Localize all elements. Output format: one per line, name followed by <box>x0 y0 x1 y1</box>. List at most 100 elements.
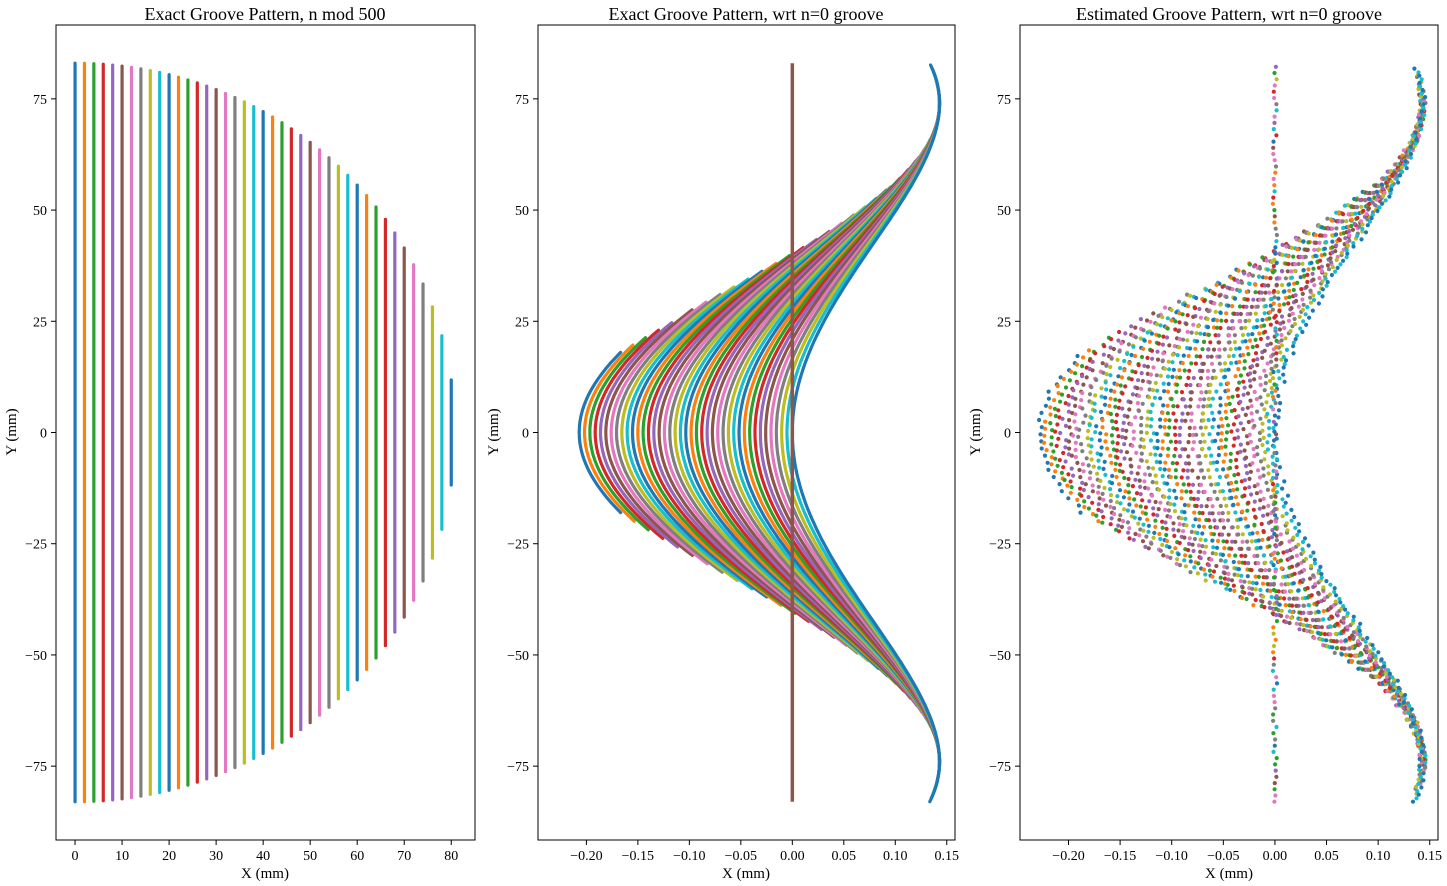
groove-point <box>1287 288 1292 293</box>
groove-point <box>1239 573 1244 578</box>
groove-point <box>1266 503 1271 508</box>
groove-point <box>1073 440 1078 445</box>
groove-point <box>1224 402 1229 407</box>
groove-point <box>1290 603 1295 608</box>
groove-point <box>1221 459 1226 464</box>
groove-point <box>1163 507 1168 512</box>
groove-point <box>1143 544 1148 550</box>
groove-point <box>1182 535 1187 540</box>
groove-point <box>1080 406 1085 411</box>
groove-point <box>1198 425 1203 430</box>
groove-point <box>1268 276 1273 281</box>
groove-point <box>1409 707 1414 712</box>
groove-point <box>1212 301 1217 306</box>
groove-point <box>1227 401 1232 406</box>
reference-groove-point <box>1274 338 1279 343</box>
groove-point <box>1333 593 1339 598</box>
groove-point <box>1166 359 1171 364</box>
groove-point <box>1229 578 1235 583</box>
groove-point <box>1218 325 1223 331</box>
groove-point <box>1177 432 1182 438</box>
reference-groove-point <box>1272 413 1277 418</box>
groove-point <box>1211 569 1217 574</box>
groove-point <box>1240 585 1245 590</box>
y-tick-label: −25 <box>507 538 529 553</box>
groove-point <box>1162 494 1167 499</box>
groove-point <box>1165 481 1170 486</box>
chart-title: Estimated Groove Pattern, wrt n=0 groove <box>1076 4 1382 24</box>
groove-point <box>1263 450 1268 455</box>
groove-point <box>1334 226 1339 231</box>
x-tick-label: 10 <box>115 849 129 864</box>
groove-point <box>1122 358 1127 364</box>
groove-point <box>1144 534 1149 539</box>
groove-point <box>1141 528 1146 533</box>
groove-point <box>1144 423 1149 428</box>
reference-groove-point <box>1274 351 1279 356</box>
groove-point <box>1157 333 1162 338</box>
groove-point <box>1103 380 1108 385</box>
groove-point <box>1335 265 1340 270</box>
groove-point <box>1113 397 1118 402</box>
groove-point <box>1246 332 1251 337</box>
groove-point <box>1265 411 1270 416</box>
groove-point <box>1233 553 1238 558</box>
groove-point <box>1311 266 1316 271</box>
groove-point <box>1248 469 1253 474</box>
groove-point <box>1167 418 1172 423</box>
groove-point <box>1080 390 1085 396</box>
groove-point <box>1205 325 1211 330</box>
reference-groove-point <box>1271 749 1276 755</box>
reference-groove-point <box>1273 637 1278 642</box>
groove-point <box>1202 489 1207 494</box>
groove-point <box>1188 559 1193 564</box>
groove-point <box>1155 388 1160 393</box>
groove-point <box>1289 269 1294 274</box>
reference-groove-point <box>1274 619 1280 624</box>
groove-point <box>1188 293 1193 298</box>
groove-point <box>1097 496 1102 501</box>
groove-point <box>1206 309 1211 314</box>
groove-point <box>1187 432 1192 438</box>
groove-point <box>1148 424 1153 429</box>
groove-point <box>1171 411 1176 416</box>
groove-point <box>1183 564 1188 569</box>
groove-point <box>1253 337 1258 342</box>
groove-point <box>1247 318 1252 323</box>
groove-point <box>1186 375 1191 380</box>
groove-point <box>1129 324 1134 329</box>
reference-groove-point <box>1273 463 1278 468</box>
groove-point <box>1264 480 1269 485</box>
groove-point <box>1287 596 1292 601</box>
groove-point <box>1294 596 1299 601</box>
groove-point <box>1295 532 1300 538</box>
reference-groove-point <box>1273 519 1278 524</box>
groove-point <box>1285 528 1290 533</box>
groove-point <box>1089 444 1094 449</box>
groove-point <box>1266 464 1271 469</box>
x-axis-label: X (mm) <box>1205 866 1253 882</box>
groove-point <box>1146 465 1151 470</box>
groove-point <box>1417 73 1422 78</box>
groove-point <box>1357 224 1362 229</box>
groove-point <box>1198 549 1203 554</box>
groove-point <box>1276 290 1281 295</box>
groove-point <box>1100 491 1105 496</box>
groove-point <box>1125 508 1130 513</box>
groove-point <box>1306 603 1311 608</box>
groove-point <box>1286 318 1291 323</box>
groove-point <box>1364 644 1369 649</box>
groove-point <box>1084 375 1089 380</box>
groove-point <box>1366 196 1372 201</box>
groove-point <box>1129 470 1134 475</box>
groove-point <box>1343 638 1348 643</box>
groove-point <box>1335 254 1340 259</box>
groove-point <box>1227 340 1232 345</box>
groove-point <box>1099 394 1104 399</box>
groove-point <box>1263 290 1268 295</box>
groove-point <box>1316 600 1321 605</box>
groove-point <box>1108 373 1113 378</box>
reference-groove-point <box>1274 77 1279 82</box>
groove-point <box>1049 435 1054 440</box>
groove-point <box>1120 406 1125 411</box>
